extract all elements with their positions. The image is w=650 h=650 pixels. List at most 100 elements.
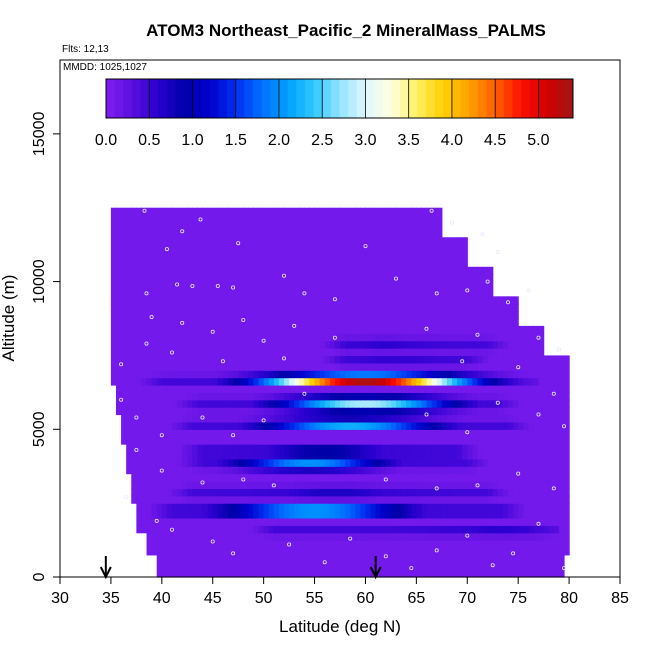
heatmap-cell (126, 237, 132, 246)
heatmap-cell (416, 466, 423, 475)
heatmap-cell (492, 362, 499, 371)
heatmap-cell (380, 288, 387, 297)
heatmap-cell (467, 333, 473, 342)
heatmap-cell (217, 421, 224, 430)
heatmap-cell (462, 281, 468, 290)
heatmap-cell (273, 274, 280, 283)
heatmap-cell (538, 436, 545, 445)
heatmap-cell (345, 244, 351, 253)
heatmap-cell (309, 554, 316, 563)
heatmap-cell (202, 296, 209, 305)
heatmap-cell (426, 259, 433, 268)
heatmap-cell (406, 532, 412, 541)
heatmap-cell (334, 229, 341, 238)
heatmap-cell (421, 384, 428, 393)
heatmap-cell (212, 525, 219, 534)
heatmap-cell (273, 215, 280, 224)
heatmap-cell (396, 421, 402, 430)
heatmap-cell (187, 348, 193, 357)
heatmap-cell (492, 311, 499, 320)
heatmap-cell (380, 215, 387, 224)
heatmap-cell (243, 362, 249, 371)
heatmap-cell (375, 436, 382, 445)
heatmap-cell (375, 532, 382, 541)
heatmap-cell (406, 274, 412, 283)
heatmap-cell (268, 451, 275, 460)
heatmap-cell (426, 392, 433, 401)
heatmap-cell (228, 407, 234, 416)
heatmap-cell (161, 495, 168, 504)
heatmap-cell (553, 517, 560, 526)
heatmap-cell (156, 562, 163, 571)
heatmap-cell (116, 377, 122, 386)
heatmap-cell (304, 288, 311, 297)
heatmap-cell (431, 517, 438, 526)
heatmap-cell (192, 244, 199, 253)
heatmap-cell (441, 252, 448, 261)
heatmap-cell (146, 340, 153, 349)
heatmap-cell (533, 421, 540, 430)
heatmap-cell (421, 569, 428, 578)
heatmap-cell (324, 517, 331, 526)
colorbar-tick-label: 1.0 (181, 132, 203, 149)
heatmap-cell (222, 495, 229, 504)
heatmap-cell (233, 281, 239, 290)
heatmap-cell (197, 495, 204, 504)
heatmap-cell (284, 370, 290, 379)
heatmap-cell (304, 207, 311, 216)
heatmap-cell (472, 281, 479, 290)
heatmap-cell (345, 392, 351, 401)
heatmap-cell (421, 562, 428, 571)
heatmap-cell (385, 399, 392, 408)
heatmap-cell (177, 333, 183, 342)
heatmap-cell (110, 362, 117, 371)
heatmap-cell (365, 451, 372, 460)
heatmap-cell (355, 532, 361, 541)
heatmap-cell (309, 510, 316, 519)
heatmap-cell (462, 540, 468, 549)
heatmap-cell (375, 274, 382, 283)
heatmap-cell (467, 384, 473, 393)
heatmap-cell (396, 495, 402, 504)
heatmap-cell (380, 281, 387, 290)
heatmap-cell (156, 495, 163, 504)
heatmap-cell (217, 288, 224, 297)
heatmap-cell (212, 436, 219, 445)
heatmap-cell (253, 370, 260, 379)
heatmap-cell (324, 355, 331, 364)
heatmap-cell (161, 362, 168, 371)
heatmap-cell (370, 517, 377, 526)
heatmap-cell (299, 414, 305, 423)
heatmap-cell (513, 562, 519, 571)
heatmap-cell (278, 274, 285, 283)
heatmap-cell (334, 266, 341, 275)
heatmap-cell (502, 296, 509, 305)
heatmap-cell (482, 311, 489, 320)
heatmap-cell (370, 318, 377, 327)
heatmap-cell (487, 503, 494, 512)
heatmap-cell (166, 414, 173, 423)
heatmap-cell (426, 274, 433, 283)
heatmap-cell (278, 377, 285, 386)
heatmap-cell (253, 488, 260, 497)
heatmap-cell (518, 517, 524, 526)
heatmap-cell (233, 429, 239, 438)
heatmap-cell (258, 562, 265, 571)
heatmap-cell (401, 392, 407, 401)
heatmap-cell (329, 436, 336, 445)
heatmap-cell (228, 503, 234, 512)
heatmap-cell (370, 259, 377, 268)
heatmap-cell (513, 370, 519, 379)
heatmap-cell (309, 281, 316, 290)
heatmap-cell (172, 377, 178, 386)
heatmap-cell (299, 370, 305, 379)
heatmap-cell (299, 517, 305, 526)
heatmap-cell (177, 377, 183, 386)
heatmap-cell (375, 229, 382, 238)
heatmap-cell (538, 421, 545, 430)
heatmap-cell (324, 562, 331, 571)
heatmap-cell (182, 392, 188, 401)
heatmap-cell (299, 547, 305, 556)
heatmap-cell (166, 296, 173, 305)
heatmap-cell (187, 547, 193, 556)
